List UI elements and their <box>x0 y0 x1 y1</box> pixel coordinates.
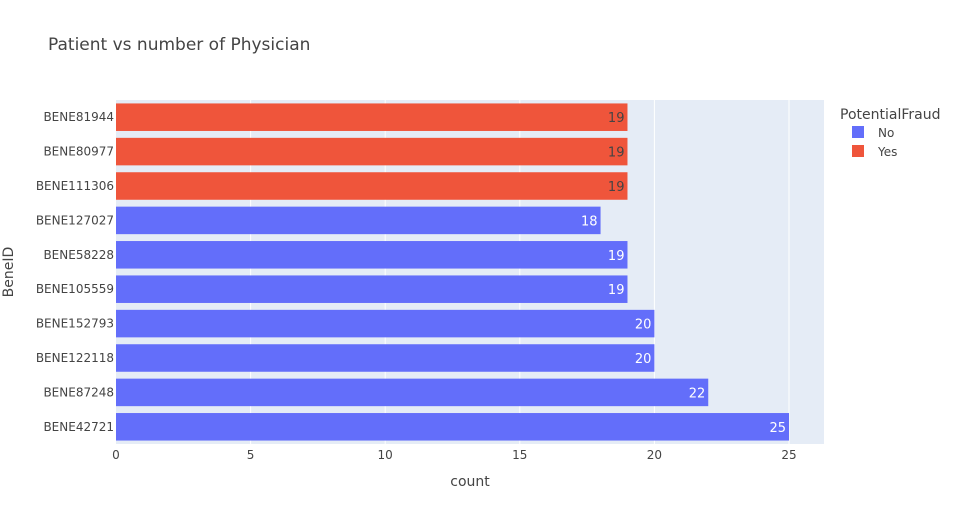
bar-value-label: 19 <box>608 111 625 126</box>
x-tick-label: 20 <box>647 448 662 462</box>
bars <box>116 103 790 441</box>
bar-value-label: 25 <box>769 421 786 436</box>
bar-bene111306[interactable] <box>116 172 628 200</box>
x-tick-label: 15 <box>512 448 527 462</box>
bar-value-label: 19 <box>608 180 625 195</box>
bar-value-label: 19 <box>608 283 625 298</box>
legend-label-yes[interactable]: Yes <box>877 145 897 159</box>
bar-bene105559[interactable] <box>116 275 628 303</box>
x-tick-labels: 0 5 10 15 20 25 <box>112 448 796 462</box>
bar-value-label: 20 <box>635 318 652 333</box>
y-tick-label: BENE127027 <box>36 213 114 227</box>
x-tick-label: 5 <box>247 448 255 462</box>
y-tick-label: BENE81944 <box>43 110 114 124</box>
y-axis-title: BeneID <box>1 247 17 298</box>
bar-value-label: 19 <box>608 249 625 264</box>
y-tick-label: BENE80977 <box>43 145 114 159</box>
x-tick-label: 10 <box>378 448 393 462</box>
y-tick-label: BENE87248 <box>43 385 114 399</box>
x-tick-label: 0 <box>112 448 120 462</box>
y-tick-label: BENE42721 <box>43 420 114 434</box>
bar-bene58228[interactable] <box>116 241 628 269</box>
y-tick-label: BENE122118 <box>36 351 114 365</box>
bar-bene81944[interactable] <box>116 103 628 131</box>
bar-value-label: 19 <box>608 146 625 161</box>
bar-bene152793[interactable] <box>116 309 655 338</box>
legend-title: PotentialFraud <box>840 107 940 123</box>
legend-swatch-yes[interactable] <box>852 145 864 157</box>
y-tick-label: BENE152793 <box>36 317 114 331</box>
y-tick-label: BENE105559 <box>36 282 114 296</box>
y-tick-labels: BENE81944 BENE80977 BENE111306 BENE127027 BE… <box>36 110 114 434</box>
bar-bene122118[interactable] <box>116 344 655 372</box>
y-tick-label: BENE58228 <box>43 248 114 262</box>
bar-value-label: 20 <box>635 352 652 367</box>
legend-label-no[interactable]: No <box>878 126 894 140</box>
bar-value-label: 18 <box>581 214 598 229</box>
bar-bene127027[interactable] <box>116 206 601 235</box>
y-tick-label: BENE111306 <box>36 179 114 193</box>
bar-bene80977[interactable] <box>116 137 628 166</box>
bar-bene42721[interactable] <box>116 413 790 441</box>
legend: PotentialFraud No Yes <box>840 107 940 159</box>
x-tick-label: 25 <box>781 448 796 462</box>
bar-labels: 19 19 19 18 19 19 20 20 22 25 <box>581 111 786 436</box>
x-axis-title: count <box>450 474 490 490</box>
chart-title: Patient vs number of Physician <box>48 35 310 55</box>
legend-swatch-no[interactable] <box>852 126 864 138</box>
bar-bene87248[interactable] <box>116 378 709 407</box>
bar-value-label: 22 <box>689 386 706 401</box>
